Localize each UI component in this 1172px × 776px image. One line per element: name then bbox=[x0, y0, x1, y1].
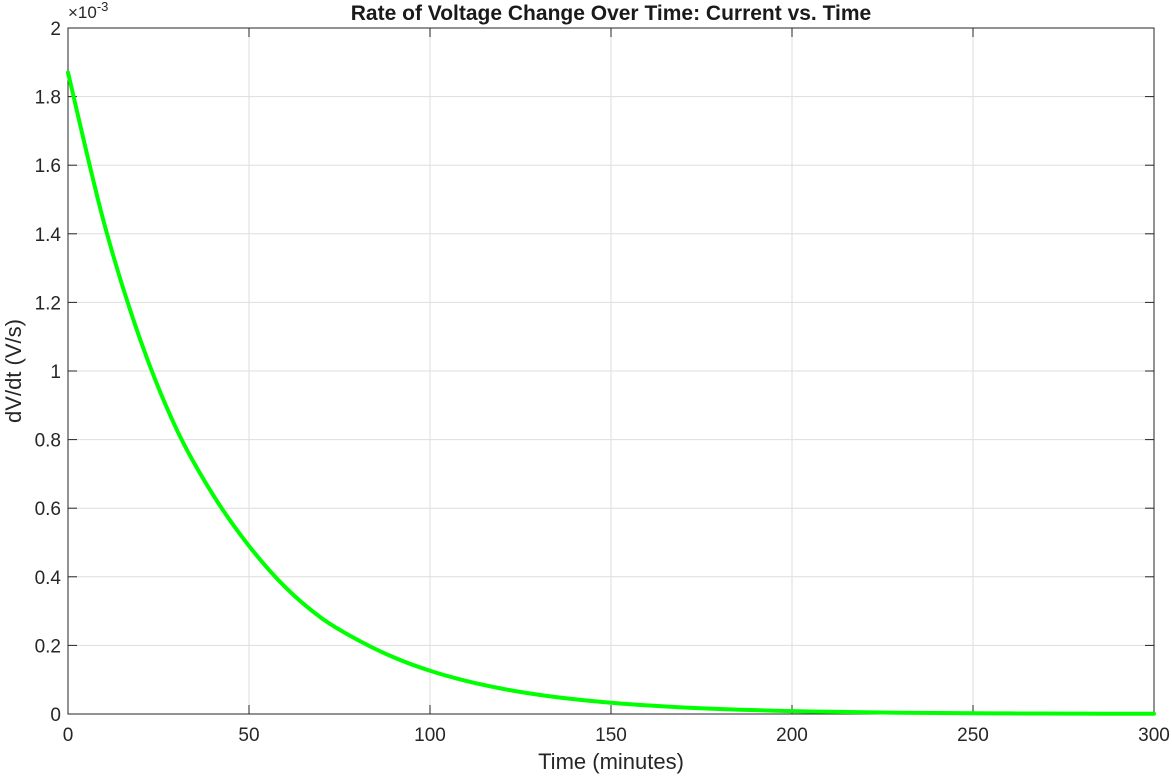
y-tick-label: 2 bbox=[50, 19, 61, 40]
series-line bbox=[66, 70, 1156, 716]
y-tick-label: 0.8 bbox=[35, 431, 61, 452]
y-tick-label: 0.6 bbox=[35, 499, 61, 520]
y-tick-label: 1 bbox=[50, 362, 61, 383]
exponent-base: ×10 bbox=[68, 3, 97, 22]
y-tick-label: 1.6 bbox=[35, 156, 61, 177]
x-axis-title: Time (minutes) bbox=[538, 749, 684, 774]
y-tick-label: 0 bbox=[50, 705, 61, 726]
x-tick-label: 50 bbox=[238, 725, 259, 746]
y-axis-title: dV/dt (V/s) bbox=[1, 319, 26, 423]
y-tick-labels: 0 0.2 0.4 0.6 0.8 1 1.2 1.4 1.6 1.8 2 bbox=[35, 19, 62, 726]
exponent-power: -3 bbox=[97, 0, 109, 14]
y-tick-label: 0.4 bbox=[35, 568, 62, 589]
x-tick-label: 200 bbox=[776, 725, 808, 746]
axis-ticks bbox=[67, 27, 1155, 715]
y-tick-label: 1.4 bbox=[35, 225, 62, 246]
x-tick-label: 300 bbox=[1138, 725, 1170, 746]
series-layer bbox=[66, 70, 1156, 716]
y-axis-exponent-label: ×10-3 bbox=[68, 0, 108, 22]
x-tick-label: 150 bbox=[595, 725, 627, 746]
x-tick-labels: 0 50 100 150 200 250 300 bbox=[63, 725, 1170, 746]
chart-title: Rate of Voltage Change Over Time: Curren… bbox=[351, 2, 871, 25]
x-tick-label: 100 bbox=[414, 725, 446, 746]
grid-lines bbox=[67, 27, 1155, 715]
y-tick-label: 0.2 bbox=[35, 636, 61, 657]
y-tick-label: 1.8 bbox=[35, 88, 61, 109]
x-tick-label: 250 bbox=[957, 725, 989, 746]
x-tick-label: 0 bbox=[63, 725, 74, 746]
y-tick-label: 1.2 bbox=[35, 293, 61, 314]
